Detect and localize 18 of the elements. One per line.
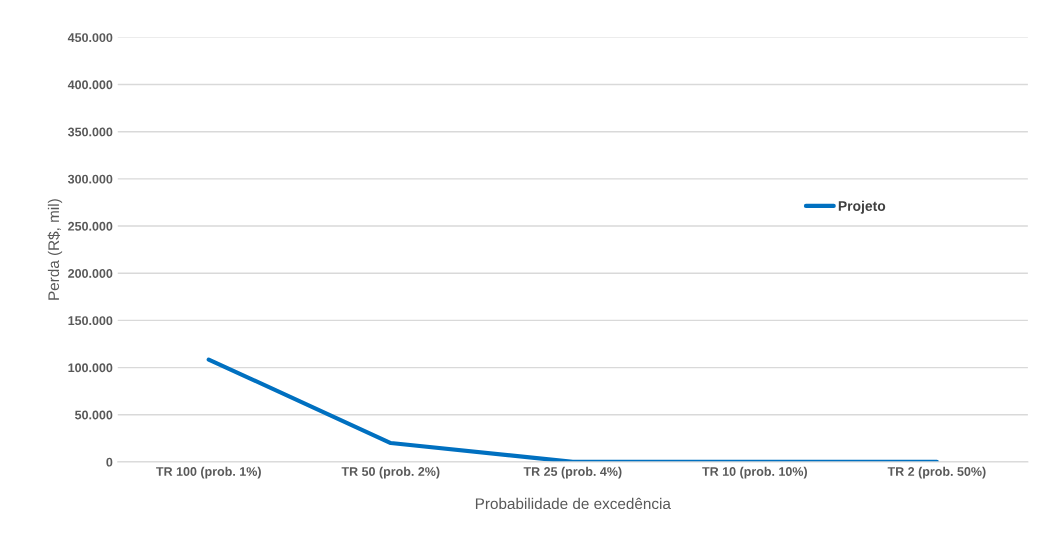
y-tick-label: 400.000 (67, 80, 113, 90)
x-tick-label: TR 100 (prob. 1%) (156, 466, 261, 479)
y-tick-label: 200.000 (68, 269, 113, 278)
x-tick-label: TR 2 (prob. 50%) (887, 466, 986, 479)
y-tick-label: 350.000 (67, 127, 113, 137)
x-tick-label: TR 50 (prob. 2%) (341, 466, 440, 479)
y-axis-title: Perda (R$, mil) (47, 199, 63, 300)
x-tick-label: TR 25 (prob. 4%) (523, 466, 622, 479)
legend-label: Projeto (838, 200, 886, 214)
y-tick-label: 0 (106, 457, 113, 467)
x-axis-title: Probabilidade de excedência (475, 497, 671, 510)
y-tick-label: 100.000 (68, 363, 113, 373)
y-tick-label: 50.000 (75, 410, 113, 420)
y-tick-label: 300.000 (67, 174, 113, 184)
x-tick-label: TR 10 (prob. 10%) (702, 466, 807, 479)
y-tick-label: 250.000 (68, 221, 113, 231)
y-tick-label: 450.000 (67, 33, 113, 43)
y-tick-label: 150.000 (68, 316, 113, 326)
